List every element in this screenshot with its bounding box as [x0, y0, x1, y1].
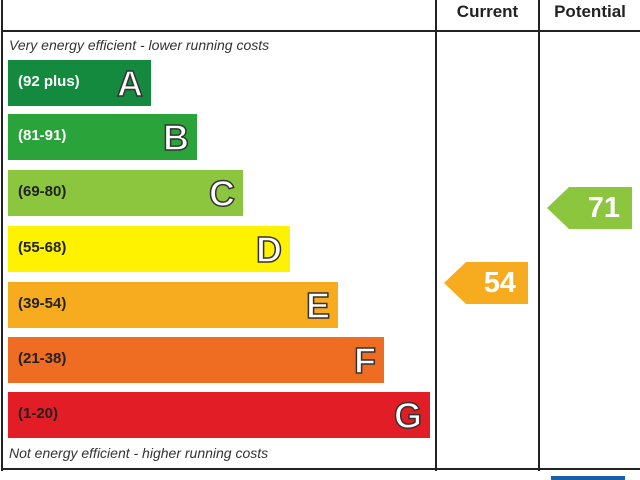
band-d: (55-68) D — [8, 226, 290, 272]
band-c: (69-80) C — [8, 170, 243, 216]
current-rating-value: 54 — [483, 267, 516, 299]
band-range: (55-68) — [18, 239, 67, 256]
potential-rating-arrow: 71 — [547, 187, 632, 229]
band-e: (39-54) E — [8, 282, 338, 328]
divider-potential — [538, 0, 540, 471]
band-letter: B — [162, 116, 190, 159]
band-range: (92 plus) — [18, 73, 80, 90]
band-a: (92 plus) A — [8, 60, 151, 106]
frame-left — [1, 0, 3, 471]
potential-rating-value: 71 — [587, 192, 620, 224]
band-letter: G — [393, 394, 423, 437]
band-range: (1-20) — [18, 405, 59, 422]
band-range: (39-54) — [18, 295, 67, 312]
header-current: Current — [456, 2, 519, 21]
band-letter: A — [116, 62, 144, 105]
band-range: (21-38) — [18, 350, 67, 367]
band-b: (81-91) B — [8, 114, 197, 160]
divider-current — [435, 0, 437, 471]
band-range: (69-80) — [18, 183, 67, 200]
band-letter: D — [255, 228, 283, 271]
band-range: (81-91) — [18, 127, 67, 144]
blue-tab — [551, 476, 625, 480]
band-letter: C — [208, 172, 236, 215]
band-f: (21-38) F — [8, 337, 384, 383]
header-potential: Potential — [554, 2, 626, 21]
band-letter: E — [305, 284, 331, 327]
header-rule — [1, 30, 640, 32]
band-g: (1-20) G — [8, 392, 430, 438]
current-rating-arrow: 54 — [444, 262, 528, 304]
note-bottom: Not energy efficient - higher running co… — [9, 445, 269, 461]
note-top: Very energy efficient - lower running co… — [9, 37, 270, 53]
bottom-rule — [1, 468, 640, 470]
band-letter: F — [353, 339, 377, 382]
